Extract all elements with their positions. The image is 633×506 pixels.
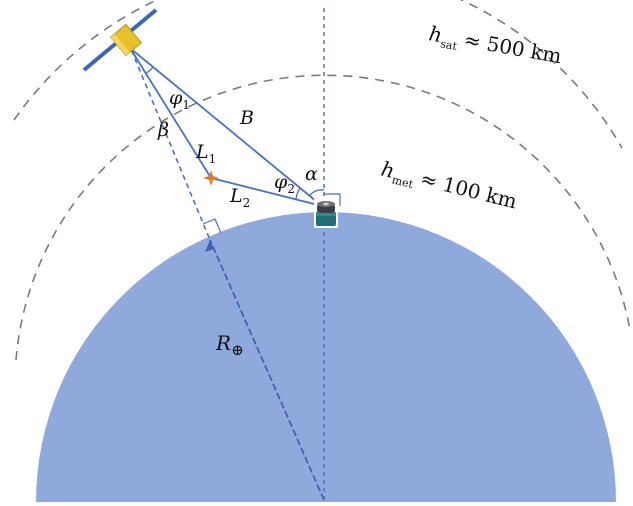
angle-phi2-arc <box>295 187 301 200</box>
satellite-altitude-arc <box>13 0 623 149</box>
right-angle-marker-radius <box>202 218 222 234</box>
earth-radius-line <box>209 239 325 501</box>
label-phi1: φ1 <box>169 87 190 112</box>
satellite-icon <box>82 8 158 72</box>
label-L2: L2 <box>229 185 250 210</box>
label-phi2: φ2 <box>274 171 295 196</box>
label-L1: L1 <box>195 141 216 166</box>
angle-alpha-arc <box>309 189 325 196</box>
meteor-altitude-arc <box>15 74 631 361</box>
label-h-met: hmet ≈ 100 km <box>378 157 519 217</box>
earth-disk <box>36 212 616 502</box>
line-L1 <box>129 47 212 179</box>
meteor-flash-icon <box>203 170 219 186</box>
label-h-sat: hsat ≈ 500 km <box>427 21 564 71</box>
earth-radius-arrowhead <box>205 240 214 252</box>
label-beta: β <box>157 119 169 141</box>
label-B: B <box>239 107 254 129</box>
angle-phi1-arc <box>144 66 154 75</box>
ground-station-icon <box>314 196 338 228</box>
line-B <box>129 47 323 207</box>
label-alpha: α <box>305 163 318 185</box>
right-angle-marker-station <box>324 193 341 206</box>
label-R-earth: R⊕ <box>215 331 244 359</box>
line-L2 <box>210 177 323 207</box>
